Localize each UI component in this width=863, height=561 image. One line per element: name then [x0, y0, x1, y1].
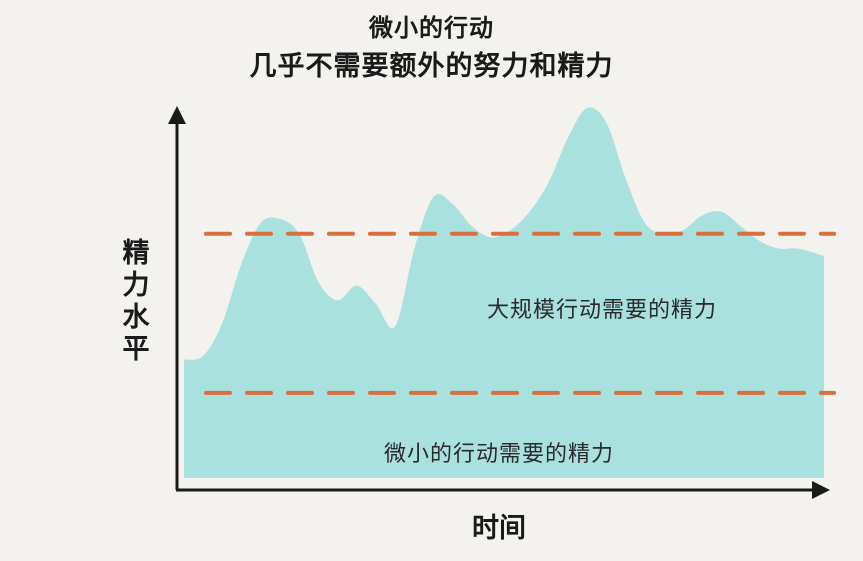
reference-label-high-energy: 大规模行动需要的精力	[487, 298, 718, 323]
x-axis-label: 时间	[472, 513, 526, 544]
y-axis-arrowhead	[168, 106, 186, 124]
y-axis-label: 精力水平	[122, 238, 150, 365]
reference-label-low-energy: 微小的行动需要的精力	[384, 442, 615, 467]
energy-area	[184, 107, 824, 479]
chart-title-line-1: 微小的行动	[369, 14, 494, 42]
chart-title-line-2: 几乎不需要额外的努力和精力	[249, 51, 614, 82]
x-axis-arrowhead	[812, 481, 830, 499]
